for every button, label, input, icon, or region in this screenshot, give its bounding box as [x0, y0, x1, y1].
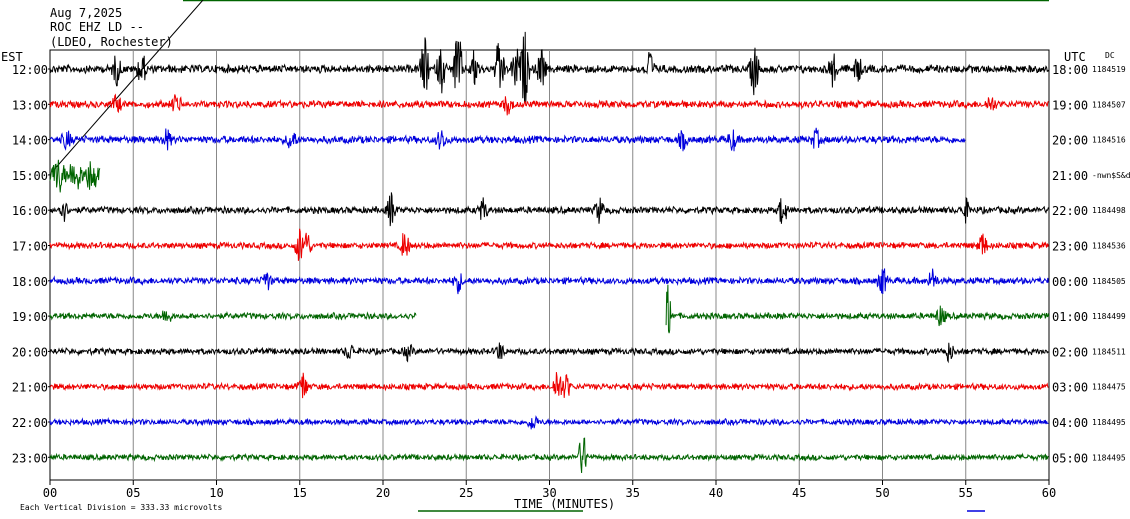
trace-1900	[665, 284, 1050, 334]
left-time-label: 15:00	[12, 169, 48, 183]
x-tick-label: 10	[209, 486, 223, 500]
trace-2300	[49, 437, 1049, 474]
header-network: (LDEO, Rochester)	[50, 35, 173, 49]
chart-labels: 00 05 10 15 20 25 30 35 40 45 50 55 60 12:00 18:00 1184…	[12, 63, 1130, 500]
left-time-label: 22:00	[12, 416, 48, 430]
x-tick-label: 35	[626, 486, 640, 500]
trace-2200	[49, 415, 1049, 430]
chart-grid	[48, 0, 1050, 512]
trace-2000	[49, 342, 1049, 364]
dc-offset-label: 1184495	[1092, 418, 1126, 427]
trace-1600	[49, 192, 1049, 227]
left-time-label: 19:00	[12, 310, 48, 324]
left-time-label: 20:00	[12, 345, 48, 359]
header-station: ROC EHZ LD --	[50, 20, 144, 34]
right-time-label: 01:00	[1052, 310, 1088, 324]
right-time-label: 23:00	[1052, 240, 1088, 254]
left-time-label: 18:00	[12, 275, 48, 289]
left-time-label: 21:00	[12, 381, 48, 395]
right-time-label: 22:00	[1052, 204, 1088, 218]
x-tick-label: 30	[542, 486, 556, 500]
right-time-label: 03:00	[1052, 381, 1088, 395]
x-tick-label: 60	[1042, 486, 1056, 500]
right-time-label: 00:00	[1052, 275, 1088, 289]
right-time-label: 02:00	[1052, 345, 1088, 359]
dc-offset-label: -nwn$S&d	[1092, 171, 1130, 180]
diagonal-line	[51, 0, 204, 173]
dc-offset-label: 1184498	[1092, 206, 1126, 215]
dc-offset-label: 1184511	[1092, 347, 1126, 356]
left-timezone-label: EST	[1, 50, 23, 64]
dc-offset-label: 1184495	[1092, 453, 1126, 462]
right-time-label: 20:00	[1052, 134, 1088, 148]
x-tick-label: 25	[459, 486, 473, 500]
x-tick-label: 05	[126, 486, 140, 500]
dc-label: DC	[1105, 51, 1115, 60]
x-tick-label: 50	[875, 486, 889, 500]
right-time-label: 21:00	[1052, 169, 1088, 183]
dc-offset-label: 1184505	[1092, 277, 1126, 286]
left-time-label: 13:00	[12, 98, 48, 112]
right-time-label: 19:00	[1052, 98, 1088, 112]
dc-offset-label: 1184507	[1092, 100, 1126, 109]
right-time-label: 18:00	[1052, 63, 1088, 77]
trace-1700	[49, 228, 1049, 261]
trace-2100	[49, 372, 1049, 399]
dc-offset-label: 1184516	[1092, 136, 1126, 145]
dc-offset-label: 1184475	[1092, 383, 1126, 392]
right-time-label: 04:00	[1052, 416, 1088, 430]
right-time-label: 05:00	[1052, 451, 1088, 465]
trace-1900	[49, 310, 417, 322]
left-time-label: 16:00	[12, 204, 48, 218]
dc-offset-label: 1184519	[1092, 65, 1126, 74]
left-time-label: 17:00	[12, 240, 48, 254]
x-tick-label: 40	[709, 486, 723, 500]
x-tick-label: 55	[959, 486, 973, 500]
dc-offset-label: 1184499	[1092, 312, 1126, 321]
x-axis-title: TIME (MINUTES)	[514, 497, 616, 511]
left-time-label: 14:00	[12, 134, 48, 148]
right-timezone-label: UTC	[1064, 50, 1086, 64]
trace-1300	[49, 93, 1049, 116]
footer-note: Each Vertical Division = 333.33 microvol…	[20, 503, 223, 512]
seismic-traces	[49, 31, 1050, 474]
trace-1800	[49, 268, 1049, 295]
left-time-label: 23:00	[12, 451, 48, 465]
trace-1400	[49, 127, 966, 152]
x-tick-label: 20	[376, 486, 390, 500]
x-tick-label: 15	[293, 486, 307, 500]
trace-1200	[49, 31, 1049, 103]
x-tick-label: 00	[43, 486, 57, 500]
dc-offset-label: 1184536	[1092, 242, 1126, 251]
trace-1500	[49, 159, 101, 193]
header-date: Aug 7,2025	[50, 6, 123, 20]
x-tick-label: 45	[792, 486, 806, 500]
left-time-label: 12:00	[12, 63, 48, 77]
